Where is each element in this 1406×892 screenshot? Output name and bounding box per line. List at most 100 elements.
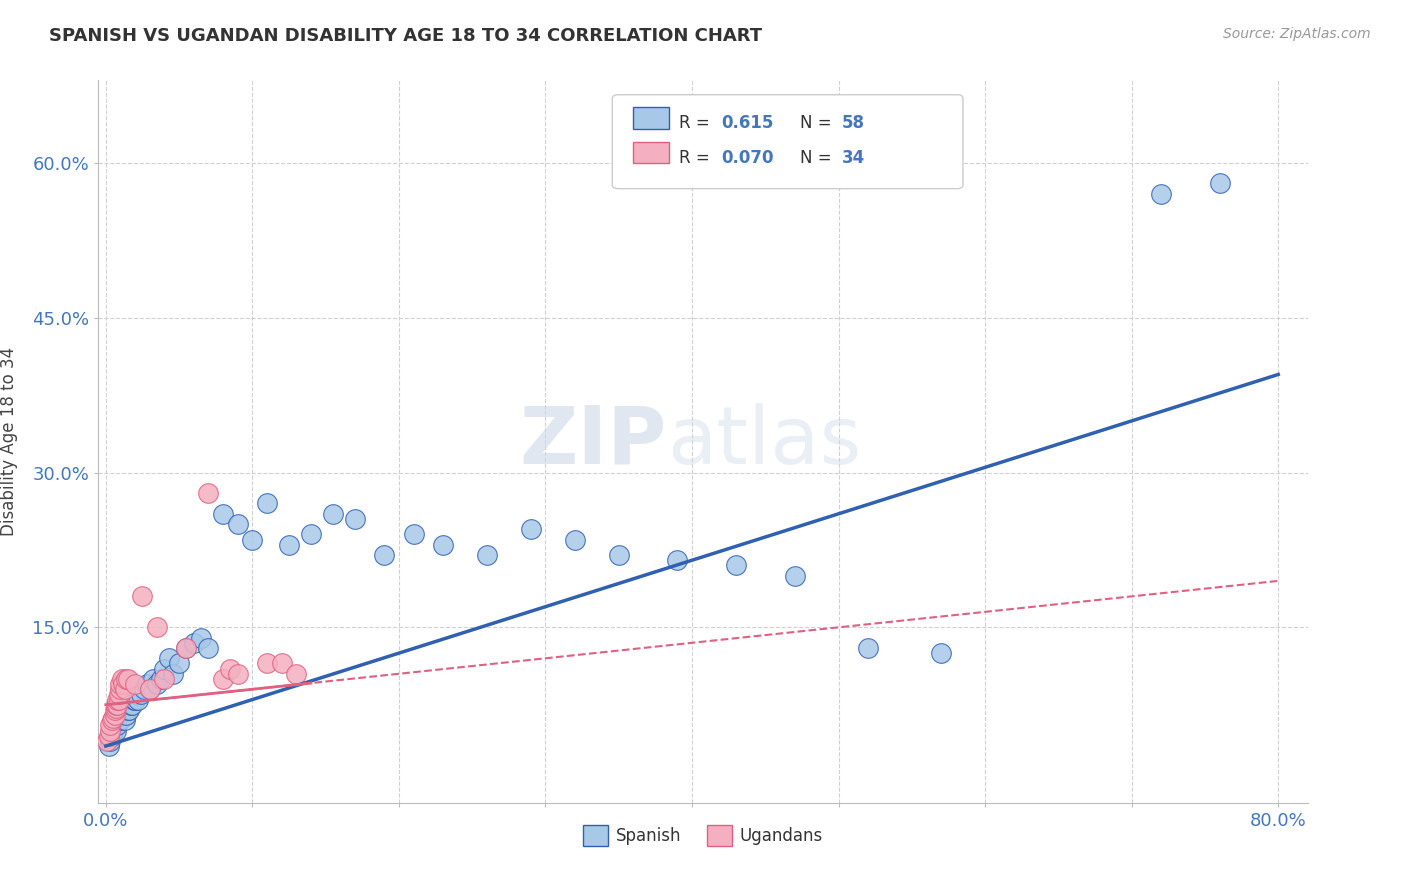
Point: [929, 646, 952, 660]
Point: [783, 568, 806, 582]
Point: [114, 682, 136, 697]
Point: [107, 698, 129, 712]
Point: [111, 708, 134, 723]
Point: [105, 701, 128, 715]
Point: [278, 538, 301, 552]
Point: [240, 533, 263, 547]
Text: N =: N =: [800, 114, 837, 132]
Point: [100, 713, 122, 727]
Point: [520, 522, 543, 536]
Point: [270, 657, 292, 671]
Point: [226, 517, 249, 532]
Point: [197, 640, 219, 655]
Text: R =: R =: [679, 149, 714, 167]
Point: [100, 729, 122, 743]
Point: [135, 677, 157, 691]
Point: [108, 692, 131, 706]
Point: [115, 672, 138, 686]
Point: [183, 636, 205, 650]
Text: 34: 34: [842, 149, 865, 167]
Point: [142, 672, 165, 686]
Point: [117, 703, 139, 717]
Legend: Spanish, Ugandans: Spanish, Ugandans: [576, 819, 830, 852]
Text: Source: ZipAtlas.com: Source: ZipAtlas.com: [1223, 27, 1371, 41]
Point: [112, 677, 135, 691]
Point: [98, 718, 121, 732]
Point: [432, 538, 454, 552]
Point: [212, 507, 235, 521]
FancyBboxPatch shape: [633, 107, 669, 128]
Point: [124, 677, 146, 691]
Point: [666, 553, 689, 567]
Point: [1208, 177, 1230, 191]
Point: [103, 718, 125, 732]
Point: [322, 507, 344, 521]
Point: [127, 692, 149, 706]
Point: [110, 713, 132, 727]
Point: [108, 687, 131, 701]
Point: [131, 590, 153, 604]
Point: [475, 548, 498, 562]
Point: [97, 729, 120, 743]
Point: [124, 692, 146, 706]
Point: [212, 672, 235, 686]
Point: [122, 692, 145, 706]
Point: [373, 548, 395, 562]
Point: [105, 723, 128, 738]
Text: 0.615: 0.615: [721, 114, 773, 132]
Point: [226, 666, 249, 681]
Point: [112, 705, 135, 719]
Point: [197, 486, 219, 500]
Point: [114, 713, 136, 727]
Point: [103, 703, 125, 717]
Text: 0.070: 0.070: [721, 149, 773, 167]
Point: [150, 672, 173, 686]
Point: [402, 527, 425, 541]
FancyBboxPatch shape: [633, 142, 669, 163]
Point: [105, 698, 128, 712]
FancyBboxPatch shape: [613, 95, 963, 189]
Point: [107, 692, 129, 706]
Point: [138, 682, 160, 697]
Point: [157, 651, 180, 665]
Point: [101, 723, 124, 738]
Point: [856, 640, 879, 655]
Point: [110, 682, 132, 697]
Point: [176, 640, 198, 655]
Text: N =: N =: [800, 149, 837, 167]
Point: [96, 734, 118, 748]
Point: [107, 718, 129, 732]
Text: atlas: atlas: [666, 402, 860, 481]
Point: [167, 657, 190, 671]
Text: R =: R =: [679, 114, 714, 132]
Point: [120, 698, 142, 712]
Point: [101, 711, 124, 725]
Point: [564, 533, 586, 547]
Point: [129, 687, 152, 701]
Point: [111, 672, 134, 686]
Text: ZIP: ZIP: [519, 402, 666, 481]
Point: [118, 703, 141, 717]
Point: [115, 708, 138, 723]
Point: [146, 677, 169, 691]
Point: [153, 672, 176, 686]
Y-axis label: Disability Age 18 to 34: Disability Age 18 to 34: [0, 347, 18, 536]
Point: [98, 723, 121, 738]
Point: [1150, 186, 1173, 201]
Point: [162, 666, 184, 681]
Point: [299, 527, 322, 541]
Point: [121, 698, 143, 712]
Point: [176, 640, 198, 655]
Point: [108, 713, 131, 727]
Text: SPANISH VS UGANDAN DISABILITY AGE 18 TO 34 CORRELATION CHART: SPANISH VS UGANDAN DISABILITY AGE 18 TO …: [49, 27, 762, 45]
Point: [153, 662, 176, 676]
Text: 58: 58: [842, 114, 865, 132]
Point: [724, 558, 747, 573]
Point: [146, 620, 169, 634]
Point: [97, 739, 120, 753]
Point: [125, 687, 148, 701]
Point: [343, 512, 366, 526]
Point: [117, 672, 139, 686]
Point: [110, 677, 132, 691]
Point: [256, 496, 278, 510]
